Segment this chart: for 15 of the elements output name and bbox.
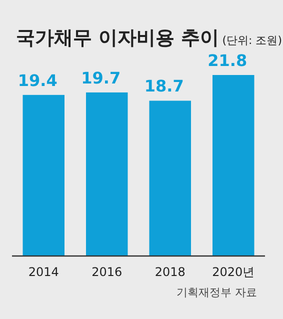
data-label: 19.4 (18, 70, 58, 90)
x-tick-label: 2014 (28, 265, 59, 279)
data-label: 19.7 (81, 68, 121, 88)
x-tick-label: 2016 (92, 265, 122, 279)
text: 기획재정부 자료 (176, 286, 257, 299)
x-tick-label: 2018 (154, 265, 186, 279)
x-tick-label: 2020년 (212, 265, 255, 279)
bar (212, 75, 254, 256)
bar (86, 92, 128, 256)
bar (149, 100, 191, 256)
chart-title: 국가채무 이자비용 추이 (16, 27, 220, 49)
data-label: 21.8 (208, 51, 248, 70)
data-label: 18.7 (144, 76, 184, 96)
chart-subtitle: (단위: 조원) (222, 34, 282, 47)
bar (22, 94, 64, 256)
